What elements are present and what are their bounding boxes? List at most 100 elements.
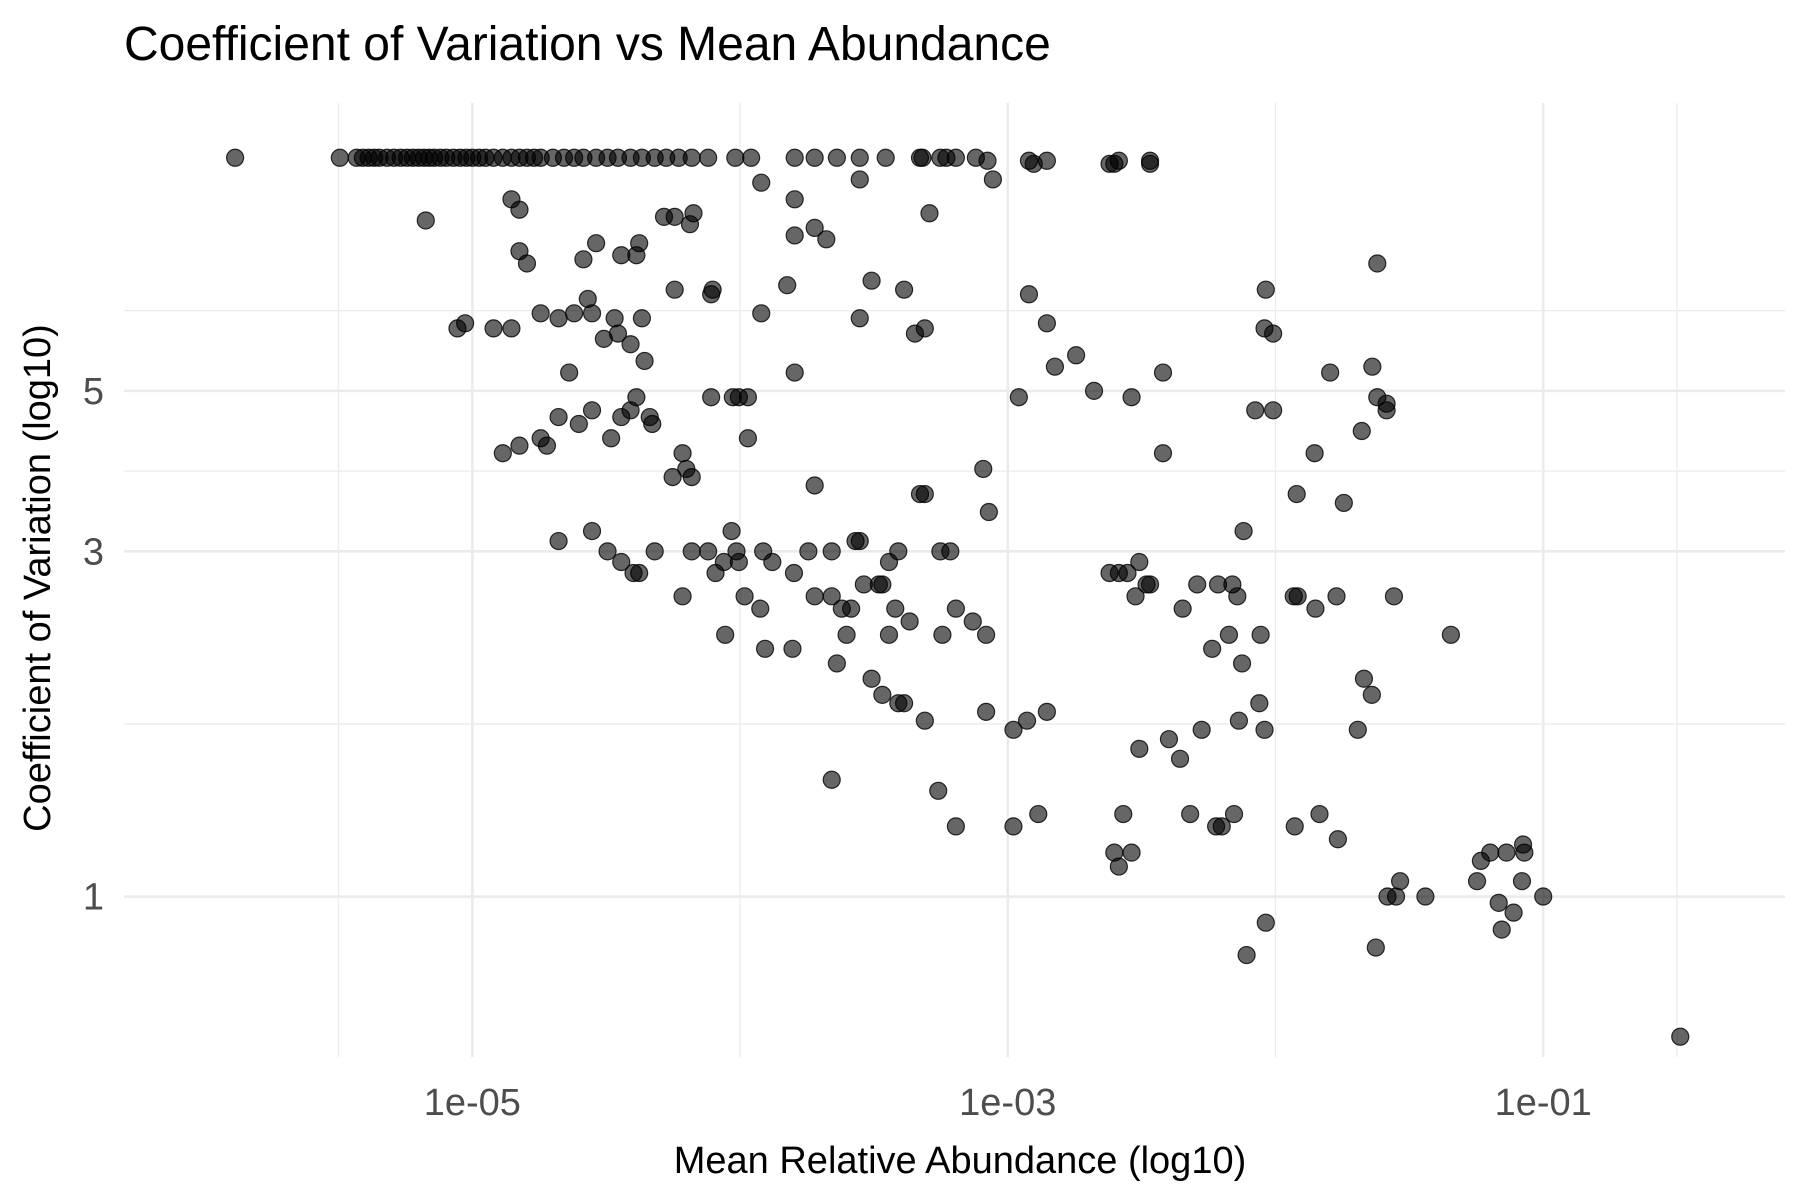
scatter-point: [1386, 887, 1406, 906]
scatter-point: [673, 444, 692, 463]
scatter-point: [946, 148, 965, 167]
y-tick-label: 5: [83, 371, 104, 413]
scatter-point: [582, 304, 602, 323]
scatter-point: [1122, 843, 1141, 862]
scatter-point: [963, 612, 982, 631]
scatter-point: [1287, 484, 1306, 504]
scatter-point: [1251, 625, 1270, 644]
x-tick-label: 1e-01: [1495, 1082, 1592, 1124]
scatter-point: [946, 817, 965, 836]
scatter-point: [752, 173, 771, 192]
scatter-point: [783, 639, 802, 658]
scatter-point: [915, 711, 934, 730]
scatter-point: [1019, 285, 1039, 304]
scatter-point: [879, 625, 899, 644]
scatter-point: [1173, 599, 1192, 618]
scatter-point: [621, 335, 640, 354]
scatter-point: [933, 625, 952, 644]
scatter-point: [1153, 444, 1173, 463]
scatter-point: [799, 542, 818, 561]
scatter-point: [1513, 835, 1533, 854]
scatter-point: [1004, 817, 1023, 836]
scatter-point: [1219, 625, 1239, 644]
scatter-point: [493, 444, 512, 463]
scatter-point: [895, 694, 914, 713]
scatter-point: [1288, 587, 1307, 606]
scatter-point: [598, 542, 617, 561]
scatter-point: [574, 250, 593, 269]
scatter-point: [983, 170, 1003, 189]
scatter-point: [876, 148, 895, 167]
scatter-point: [602, 429, 621, 448]
scatter-point: [1384, 587, 1404, 606]
scatter-point: [1232, 654, 1252, 673]
scatter-point: [785, 226, 804, 245]
scatter-point: [1363, 357, 1382, 376]
scatter-point: [1037, 314, 1056, 333]
scatter-point: [665, 280, 684, 299]
scatter-point: [822, 542, 841, 561]
scatter-point: [699, 148, 718, 167]
scatter-point: [703, 280, 722, 299]
scatter-point: [1489, 893, 1508, 912]
scatter-point: [785, 363, 804, 382]
scatter-point: [735, 587, 754, 606]
scatter-point: [682, 542, 701, 561]
scatter-point: [510, 200, 529, 219]
scatter-point: [850, 170, 869, 189]
scatter-point: [1037, 151, 1056, 170]
scatter-point: [665, 207, 684, 226]
scatter-point: [1305, 444, 1324, 463]
scatter-point: [827, 148, 846, 167]
scatter-point: [850, 309, 869, 328]
scatter-point: [645, 542, 664, 561]
scatter-point: [738, 388, 758, 407]
scatter-point: [913, 148, 932, 167]
scatter-point: [873, 575, 892, 594]
scatter-point: [330, 148, 349, 167]
scatter-point: [862, 271, 881, 290]
scatter-point: [755, 639, 775, 658]
scatter-point: [946, 599, 965, 618]
scatter-point: [1441, 625, 1460, 644]
scatter-point: [630, 234, 649, 253]
scatter-point: [560, 363, 579, 382]
scatter-point: [1534, 887, 1553, 906]
scatter-point: [1348, 720, 1367, 739]
scatter-point: [1203, 639, 1222, 658]
scatter-point: [842, 599, 861, 618]
scatter-point: [1114, 804, 1133, 824]
scatter-point: [1471, 851, 1490, 871]
scatter-point: [979, 502, 998, 522]
scatter-point: [1122, 388, 1141, 407]
scatter-point: [673, 587, 692, 606]
y-tick-label: 1: [83, 877, 104, 919]
scatter-point: [1362, 685, 1381, 704]
scatter-point: [627, 388, 646, 407]
scatter-point: [1140, 154, 1160, 173]
scatter-point: [1045, 357, 1065, 376]
scatter-point: [929, 781, 948, 800]
scatter-point: [900, 612, 919, 631]
scatter-point: [1416, 887, 1435, 906]
scatter-point: [1037, 702, 1056, 721]
scatter-point: [1321, 363, 1340, 382]
scatter-point: [699, 542, 718, 561]
scatter-point: [1368, 254, 1387, 273]
scatter-point: [778, 276, 797, 295]
scatter-point: [1229, 711, 1249, 730]
scatter-point: [978, 151, 997, 170]
scatter-point: [682, 148, 701, 167]
scatter-point: [752, 304, 771, 323]
scatter-point: [805, 148, 824, 167]
scatter-point: [1467, 872, 1487, 891]
scatter-point: [1497, 843, 1516, 862]
scatter-point: [549, 309, 568, 328]
scatter-point: [608, 324, 628, 343]
scatter-point: [1492, 920, 1511, 939]
x-tick-label: 1e-05: [424, 1082, 521, 1124]
scatter-point: [484, 319, 503, 338]
scatter-point: [895, 280, 914, 299]
scatter-point: [974, 459, 993, 479]
